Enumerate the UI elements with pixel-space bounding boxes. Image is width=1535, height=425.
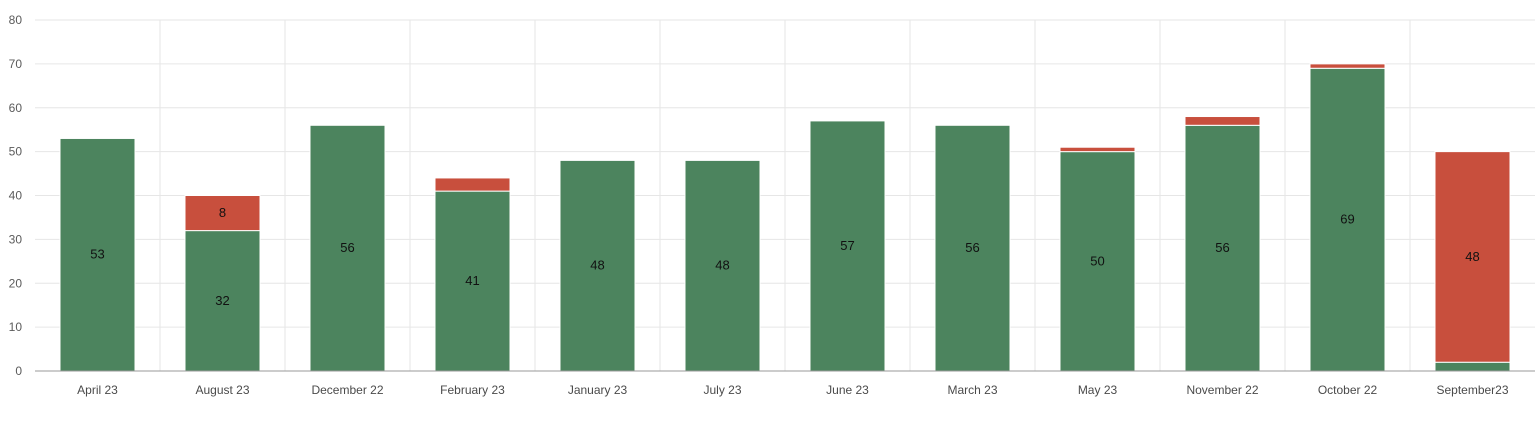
data-label: 32 (215, 293, 229, 308)
x-category-label: June 23 (826, 383, 869, 397)
bar-segment-1 (1434, 151, 1511, 363)
bar-segment-0 (1059, 151, 1136, 372)
y-tick-label: 40 (9, 189, 23, 203)
bar-segment-0 (809, 120, 886, 372)
data-label: 56 (340, 240, 354, 255)
label-layer: 53 32 8 56 41 48 48 57 56 50 56 69 48 (90, 205, 1479, 308)
data-label: 8 (219, 205, 226, 220)
x-category-label: January 23 (568, 383, 628, 397)
bar-segment-1 (1309, 63, 1386, 69)
bar-segment-0 (684, 159, 761, 372)
x-category-label: October 22 (1318, 383, 1378, 397)
data-label: 48 (590, 258, 604, 273)
x-category-label: July 23 (703, 383, 741, 397)
x-category-label: May 23 (1078, 383, 1118, 397)
x-category-label: February 23 (440, 383, 505, 397)
x-category-label: December 22 (311, 383, 383, 397)
data-label: 57 (840, 238, 854, 253)
bar-layer (59, 63, 1511, 372)
axis-layer: 0 10 20 30 40 50 60 70 80 April 23 August 23 Decemb… (9, 13, 1535, 397)
bar-segment-0 (434, 190, 511, 372)
y-tick-label: 50 (9, 145, 23, 159)
y-tick-label: 60 (9, 101, 23, 115)
data-label: 48 (1465, 249, 1479, 264)
x-category-label: August 23 (195, 383, 249, 397)
data-label: 69 (1340, 212, 1354, 227)
y-tick-label: 0 (15, 364, 22, 378)
x-category-label: March 23 (947, 383, 997, 397)
x-category-label: September23 (1436, 383, 1508, 397)
x-category-label: April 23 (77, 383, 118, 397)
bar-segment-0 (934, 124, 1011, 372)
y-tick-label: 30 (9, 232, 23, 246)
bar-segment-0 (184, 230, 261, 372)
y-tick-label: 20 (9, 276, 23, 290)
bar-segment-1 (1059, 146, 1136, 153)
grid-layer (35, 19, 1535, 371)
y-tick-label: 70 (9, 57, 23, 71)
bar-segment-1 (434, 177, 511, 192)
bar-segment-0 (1184, 124, 1261, 372)
data-label: 56 (965, 240, 979, 255)
data-label: 48 (715, 258, 729, 273)
bar-segment-1 (184, 195, 261, 232)
x-category-label: November 22 (1186, 383, 1258, 397)
data-label: 56 (1215, 240, 1229, 255)
bar-segment-0 (1434, 361, 1511, 372)
y-tick-label: 80 (9, 13, 23, 27)
data-label: 41 (465, 273, 479, 288)
bar-segment-0 (59, 137, 136, 372)
bar-segment-0 (309, 124, 386, 372)
data-label: 50 (1090, 253, 1104, 268)
bar-segment-0 (559, 159, 636, 372)
bar-segment-1 (1184, 116, 1261, 126)
y-tick-label: 10 (9, 320, 23, 334)
data-label: 53 (90, 247, 104, 262)
